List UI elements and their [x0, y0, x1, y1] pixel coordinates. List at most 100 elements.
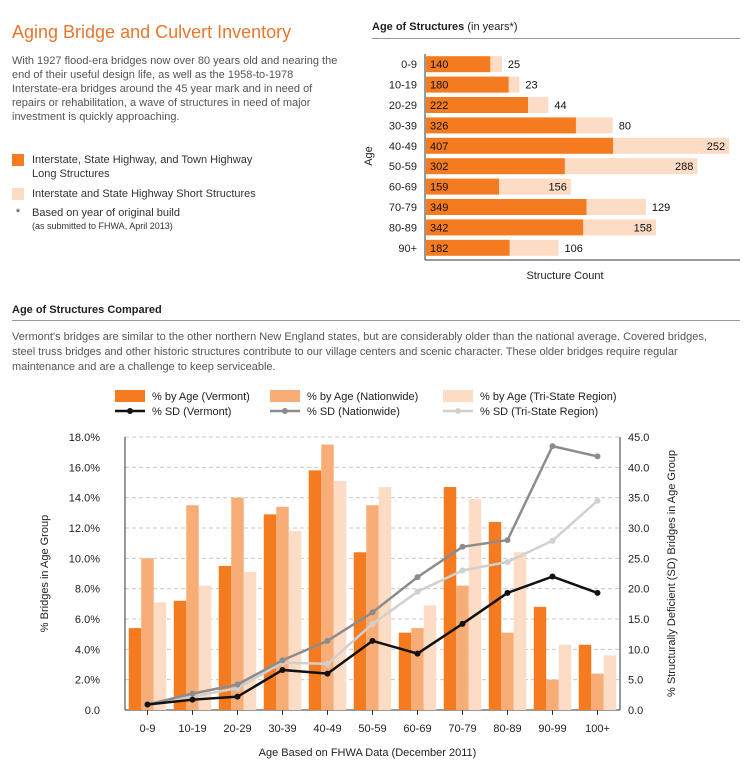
chart1-category-label: 40-49 — [389, 141, 417, 153]
chart2-right-tick: 10.0 — [628, 644, 649, 656]
legend-footnote: * Based on year of original build — [12, 207, 262, 219]
chart1-category-label: 70-79 — [389, 202, 417, 214]
chart1-bar-long — [426, 117, 576, 134]
chart2-bar — [398, 632, 412, 710]
chart2-sd-point — [594, 497, 601, 504]
chart1-category-label: 90+ — [398, 243, 417, 255]
legend-line-label: % SD (Tri-State Region) — [480, 406, 598, 418]
chart2-right-tick: 5.0 — [628, 675, 643, 687]
legend-short-label: Interstate and State Highway Short Struc… — [32, 188, 256, 200]
chart1-title: Age of Structures (in years*) — [372, 21, 517, 33]
footnote-sub: (as submitted to FHWA, April 2013) — [32, 221, 173, 231]
chart2-sd-point — [369, 620, 376, 627]
chart2-left-tick: 14.0% — [69, 493, 100, 505]
legend-bar-label: % by Age (Nationwide) — [307, 391, 418, 403]
chart2-sd-point — [504, 558, 511, 565]
chart2-category-label: 50-59 — [358, 723, 386, 735]
chart2-right-tick: 15.0 — [628, 614, 649, 626]
chart2-bar — [128, 628, 142, 710]
chart1-bar-long — [426, 56, 491, 73]
chart2-sd-point — [234, 681, 241, 688]
legend-bar-label: % by Age (Tri-State Region) — [480, 391, 617, 403]
chart2-bar — [533, 606, 547, 710]
chart1-category-label: 10-19 — [389, 80, 417, 92]
chart2-bar — [288, 531, 302, 710]
chart2-bar — [333, 480, 347, 710]
chart2-sd-point — [324, 637, 331, 644]
chart1-value-long: 180 — [430, 80, 448, 92]
chart2-bar — [591, 673, 604, 710]
chart1-value-short: 252 — [707, 141, 725, 153]
chart1-value-long: 342 — [430, 222, 448, 234]
chart2-bar — [141, 558, 154, 710]
age-structures-chart: 0-9 140 25 10-19 180 23 20-29 222 44 30-39 326 80 40… — [363, 54, 740, 282]
chart2-sd-point — [504, 589, 511, 596]
page-title: Aging Bridge and Culvert Inventory — [12, 22, 292, 42]
chart2-category-label: 10-19 — [178, 723, 206, 735]
chart1-bar-short — [509, 239, 559, 256]
chart1-bar-short — [613, 137, 730, 154]
chart2-sd-point — [144, 701, 151, 708]
chart1-category-label: 30-39 — [389, 120, 417, 132]
chart1-bar-long — [426, 158, 565, 175]
chart2-x-label: Age Based on FHWA Data (December 2011) — [259, 747, 477, 759]
chart2-left-tick: 16.0% — [69, 462, 100, 474]
footnote-main: Based on year of original build — [32, 207, 180, 219]
chart2-sd-point — [189, 690, 196, 697]
chart2-left-tick: 8.0% — [75, 584, 100, 596]
chart2-right-tick: 45.0 — [628, 432, 649, 444]
chart2-left-tick: 18.0% — [69, 432, 100, 444]
chart1-category-label: 0-9 — [401, 59, 417, 71]
legend-line-label: % SD (Nationwide) — [307, 406, 400, 418]
chart1-value-long: 140 — [430, 59, 448, 71]
chart2-right-tick: 0.0 — [628, 705, 643, 717]
chart1-value-long: 302 — [430, 161, 448, 173]
chart2-category-label: 0-9 — [140, 723, 156, 735]
chart1-value-long: 159 — [430, 182, 448, 194]
chart2-bar — [546, 679, 559, 710]
chart2-right-tick: 40.0 — [628, 462, 649, 474]
chart1-bar-long — [426, 219, 584, 236]
chart1-bar-long — [426, 97, 529, 113]
chart2-bar — [488, 521, 502, 710]
chart1-bar-short — [508, 76, 520, 93]
chart1-category-label: 80-89 — [389, 222, 417, 234]
chart2-bar — [366, 505, 379, 710]
chart2-sd-point — [369, 609, 376, 616]
chart2-left-label: % Bridges in Age Group — [39, 515, 51, 632]
chart1-category-label: 20-29 — [389, 100, 417, 112]
legend-line-marker — [455, 408, 461, 414]
legend-long-structures: Interstate, State Highway, and Town High… — [12, 153, 262, 181]
chart2-sd-point — [549, 443, 556, 450]
chart1-value-short: 288 — [675, 161, 693, 173]
chart2-right-tick: 35.0 — [628, 493, 649, 505]
chart1-value-long: 222 — [430, 100, 448, 112]
chart1-x-label: Structure Count — [526, 270, 603, 282]
chart2-sd-point — [549, 573, 556, 580]
chart1-value-short: 129 — [652, 202, 670, 214]
legend-line-marker — [127, 408, 133, 414]
chart1-value-long: 326 — [430, 120, 448, 132]
chart2-bar — [578, 644, 592, 710]
legend-long-label: Interstate, State Highway, and Town High… — [32, 154, 253, 180]
legend-swatch-short — [12, 188, 24, 200]
chart1-bar-long — [426, 178, 500, 195]
legend-bar-swatch — [443, 390, 473, 402]
chart2-bar — [321, 444, 334, 710]
chart2-bar — [411, 628, 424, 710]
chart1-title-text: Age of Structures — [372, 21, 465, 33]
age-legend: Interstate, State Highway, and Town High… — [12, 153, 262, 238]
chart1-category-label: 50-59 — [389, 161, 417, 173]
chart2-sd-point — [504, 537, 511, 544]
chart2-right-tick: 25.0 — [628, 553, 649, 565]
chart2-sd-point — [324, 670, 331, 677]
chart2-sd-point — [279, 657, 286, 664]
chart2-bar — [308, 470, 322, 710]
chart1-bar-short — [586, 199, 646, 215]
chart2-sd-point — [369, 637, 376, 644]
legend-short-structures: Interstate and State Highway Short Struc… — [12, 188, 262, 200]
chart2-left-tick: 6.0% — [75, 614, 100, 626]
chart2-bar — [558, 644, 572, 710]
chart2-left-tick: 12.0% — [69, 523, 100, 535]
legend-swatch-long — [12, 154, 24, 166]
